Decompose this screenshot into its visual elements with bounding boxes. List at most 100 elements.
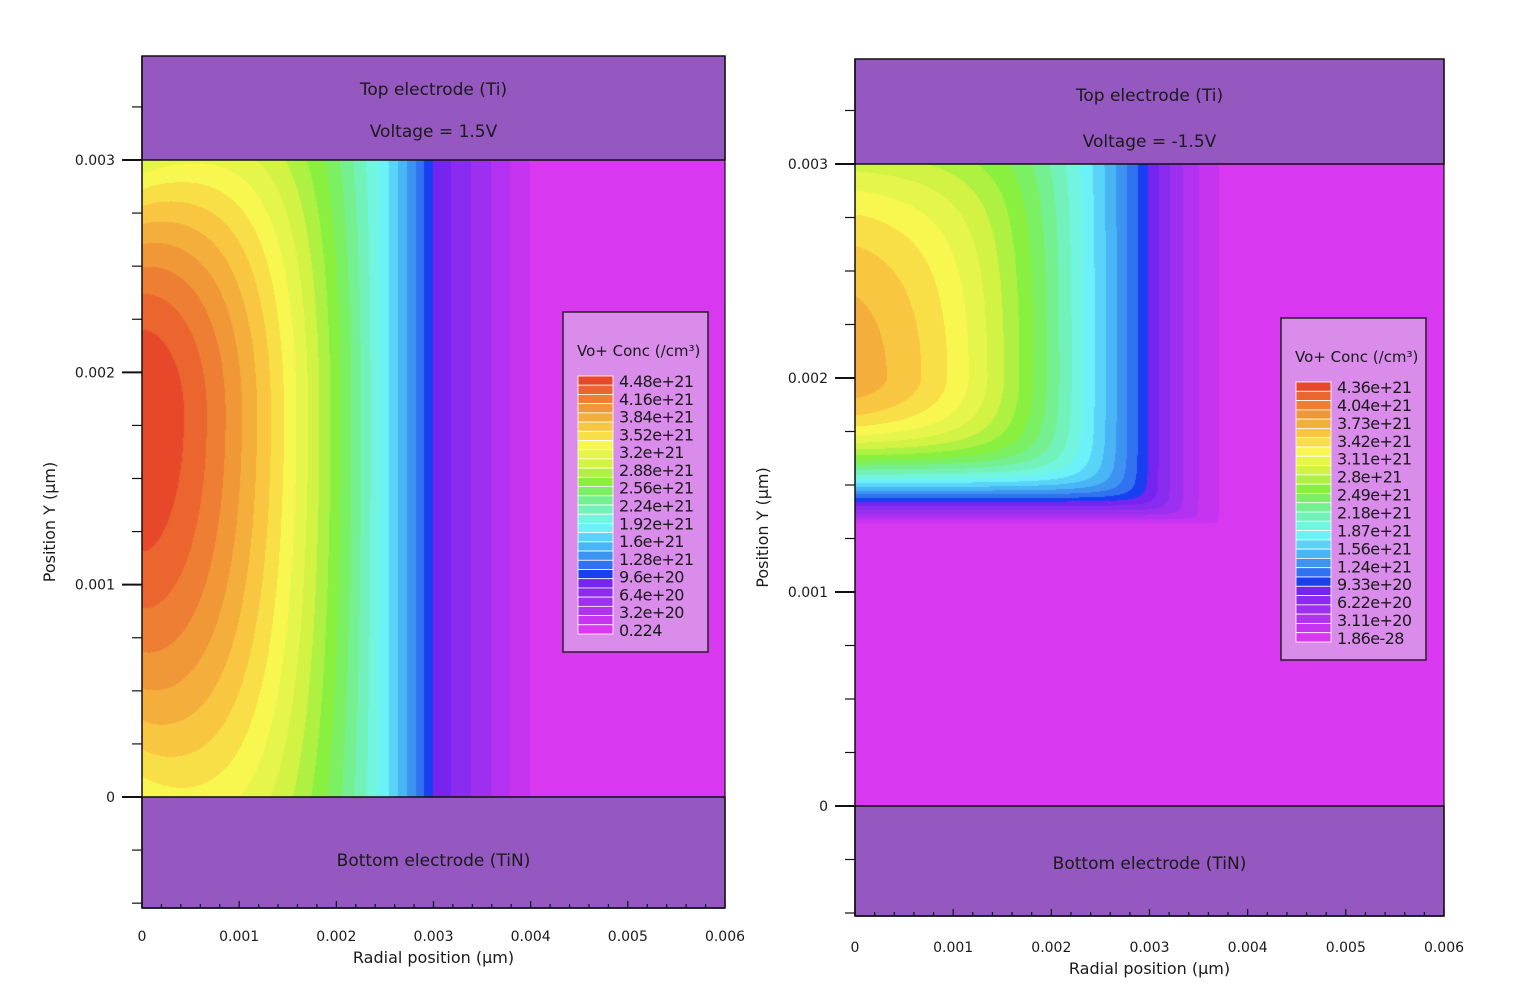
top-electrode-region [141,55,726,161]
colorbar-label: 1.92e+21 [619,514,693,533]
colorbar-band [577,523,614,534]
colorbar-label: 3.2e+20 [619,603,684,622]
colorbar-label: 2.24e+21 [619,497,693,516]
colorbar-title: Vo+ Conc (/cm³) [577,342,700,360]
bottom-electrode-label: Bottom electrode (TiN) [1053,854,1247,874]
colorbar-band [577,458,614,469]
colorbar-band [1295,604,1332,615]
colorbar-band [1295,623,1332,634]
colorbar-label: 2.8e+21 [1337,468,1402,487]
colorbar-band [1295,493,1332,504]
colorbar-band [577,624,614,635]
colorbar-label: 1.6e+21 [619,532,684,551]
colorbar-band [577,486,614,497]
colorbar-band [1295,632,1332,643]
x-axis-title: Radial position (µm) [1069,959,1230,978]
colorbar-band [577,596,614,607]
x-tick-label: 0.002 [316,929,356,945]
colorbar-band [1295,539,1332,550]
colorbar-band [1295,428,1332,439]
colorbar-band [1295,567,1332,578]
colorbar-band [577,615,614,626]
colorbar-band [1295,613,1332,624]
top-electrode-label: Top electrode (Ti) [1075,86,1223,106]
colorbar-label: 4.48e+21 [619,372,693,391]
x-tick-label: 0.005 [1326,940,1366,956]
x-tick-label: 0.001 [219,929,259,945]
colorbar-band [577,550,614,561]
x-tick-label: 0.002 [1031,940,1071,956]
colorbar-label: 3.2e+21 [619,443,684,462]
voltage-annotation: Voltage = 1.5V [370,122,498,142]
colorbar-band [1295,409,1332,420]
colorbar-band [1295,381,1332,392]
colorbar-label: 4.16e+21 [619,390,693,409]
colorbar-band [577,394,614,405]
colorbar-band [577,375,614,386]
y-tick-label: 0.002 [788,371,828,387]
voltage-annotation: Voltage = -1.5V [1083,132,1217,152]
colorbar-band [1295,576,1332,587]
colorbar-legend: Vo+ Conc (/cm³) 4.48e+214.16e+213.84e+21 3… [562,311,709,653]
y-tick-label: 0.003 [788,157,828,173]
colorbar-label: 9.33e+20 [1337,575,1412,594]
colorbar-band [577,513,614,524]
colorbar-band [577,578,614,589]
colorbar-title: Vo+ Conc (/cm³) [1295,348,1418,366]
bottom-electrode-label: Bottom electrode (TiN) [337,851,531,871]
y-tick-label: 0.003 [75,153,115,169]
colorbar-band [1295,558,1332,569]
x-tick-label: 0.004 [511,929,551,945]
colorbar-band [1295,474,1332,485]
x-tick-label: 0.003 [413,929,453,945]
colorbar-label: 2.18e+21 [1337,504,1411,523]
y-tick-label: 0.002 [75,365,115,381]
colorbar-band [1295,548,1332,559]
x-tick-label: 0.001 [933,940,973,956]
x-axis-title: Radial position (µm) [353,948,514,967]
colorbar-band [577,440,614,451]
x-tick-label: 0.005 [608,929,648,945]
colorbar-legend: Vo+ Conc (/cm³)4.36e+214.04e+213.73e+213… [1280,317,1427,661]
colorbar-band [577,430,614,441]
y-tick-label: 0 [106,790,115,806]
colorbar-label: 4.04e+21 [1337,396,1411,415]
x-tick-label: 0.006 [1424,940,1464,956]
x-tick-label: 0 [138,929,147,945]
contour-plot-1: Top electrode (Ti) Voltage = 1.5V Bottom e… [40,55,745,967]
x-tick-label: 0.003 [1129,940,1169,956]
colorbar-band [577,605,614,616]
colorbar-label: 3.11e+21 [1337,450,1411,469]
colorbar-label: 2.88e+21 [619,461,693,480]
colorbar-label: 3.84e+21 [619,408,693,427]
colorbar-band [1295,483,1332,494]
x-tick-label: 0.004 [1228,940,1268,956]
colorbar-band [1295,446,1332,457]
colorbar-label: 1.87e+21 [1337,521,1411,540]
colorbar-band [577,541,614,552]
colorbar-band [1295,595,1332,606]
colorbar-band [1295,465,1332,476]
colorbar-band [577,559,614,570]
colorbar-label: 3.73e+21 [1337,414,1411,433]
colorbar-label: 6.22e+20 [1337,593,1412,612]
y-tick-label: 0.001 [788,585,828,601]
top-electrode-label: Top electrode (Ti) [359,80,507,100]
colorbar-band [577,449,614,460]
colorbar-label: 1.56e+21 [1337,539,1411,558]
top-electrode-region [854,58,1445,165]
colorbar-band [577,532,614,543]
colorbar-label: 0.224 [619,621,662,640]
colorbar-band [1295,502,1332,513]
colorbar-band [1295,530,1332,541]
colorbar-band [1295,455,1332,466]
y-axis-title: Position Y (µm) [753,467,772,588]
colorbar-band [1295,418,1332,429]
colorbar-band [1295,400,1332,411]
colorbar-band [577,403,614,414]
bottom-electrode-region [854,805,1445,917]
x-tick-label: 0.006 [705,929,745,945]
colorbar-band [1295,520,1332,531]
colorbar-band [1295,437,1332,448]
